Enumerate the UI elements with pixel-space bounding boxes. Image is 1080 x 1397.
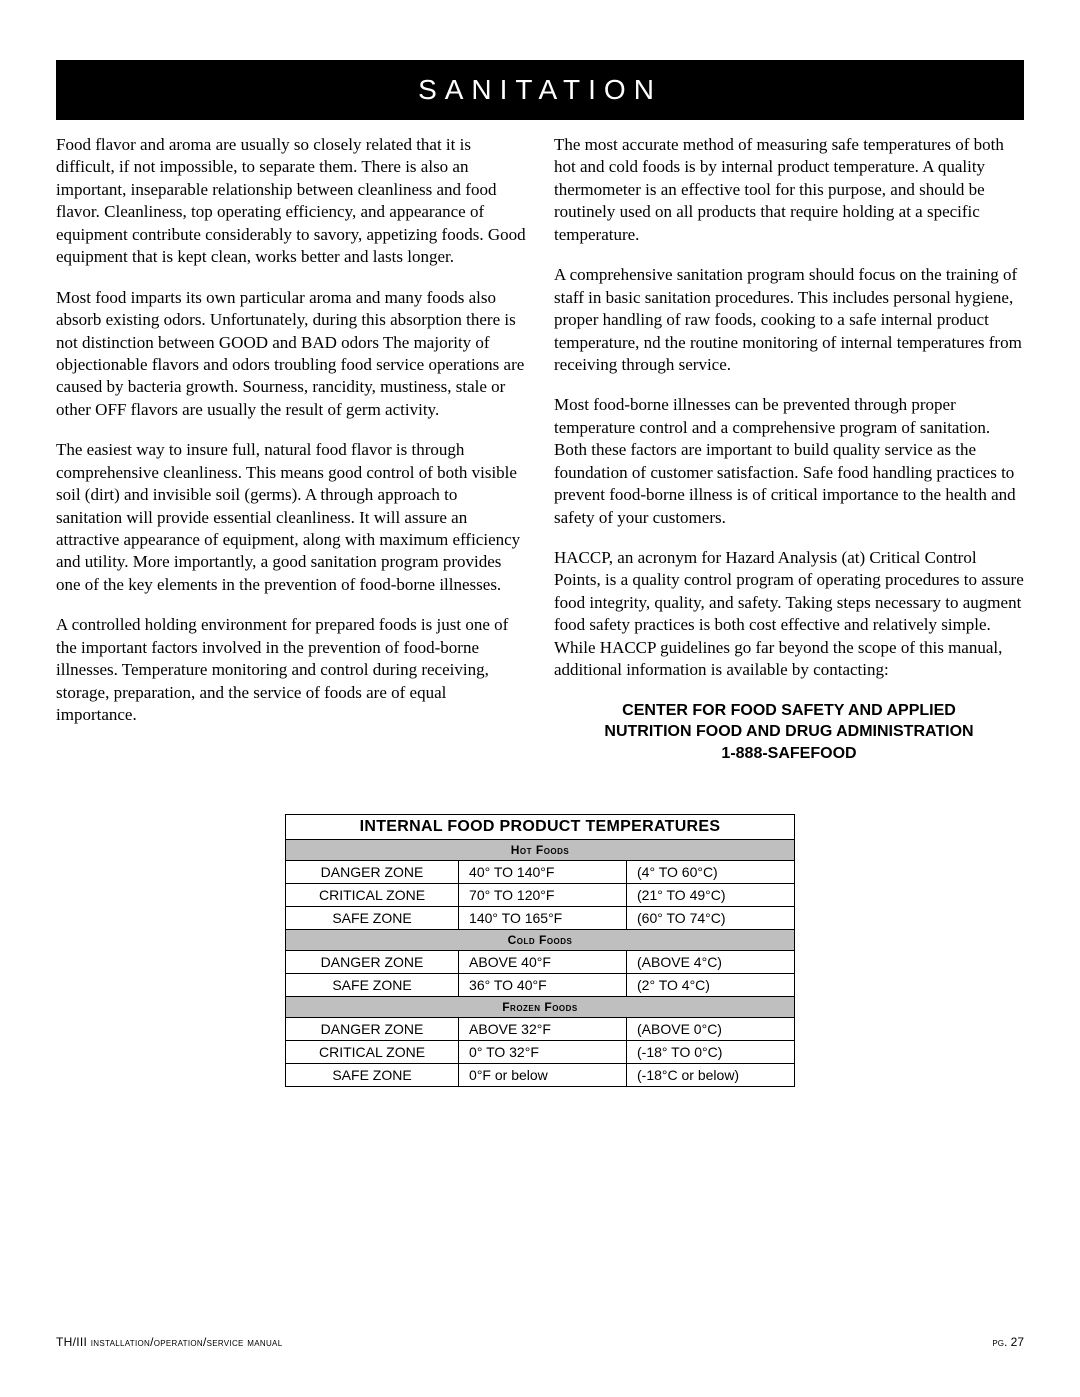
temperature-table: INTERNAL FOOD PRODUCT TEMPERATURESHot Fo… <box>285 814 795 1087</box>
fahrenheit-cell: ABOVE 40°F <box>459 951 627 974</box>
footer-manual-label: installation/operation/service manual <box>91 1335 283 1349</box>
table-section-header: Cold Foods <box>286 930 795 951</box>
fahrenheit-cell: 140° TO 165°F <box>459 907 627 930</box>
footer-left: TH/III installation/operation/service ma… <box>56 1335 282 1349</box>
paragraph: A comprehensive sanitation program shoul… <box>554 264 1024 376</box>
fahrenheit-cell: ABOVE 32°F <box>459 1018 627 1041</box>
paragraph: The easiest way to insure full, natural … <box>56 439 526 596</box>
right-column: The most accurate method of measuring sa… <box>554 134 1024 764</box>
paragraph: Food flavor and aroma are usually so clo… <box>56 134 526 269</box>
table-row: DANGER ZONEABOVE 40°F(ABOVE 4°C) <box>286 951 795 974</box>
zone-cell: DANGER ZONE <box>286 861 459 884</box>
paragraph: A controlled holding environment for pre… <box>56 614 526 726</box>
celsius-cell: (ABOVE 0°C) <box>627 1018 795 1041</box>
footer-prefix: TH/III <box>56 1335 91 1349</box>
table-row: SAFE ZONE36° TO 40°F(2° TO 4°C) <box>286 974 795 997</box>
table-row: DANGER ZONEABOVE 32°F(ABOVE 0°C) <box>286 1018 795 1041</box>
paragraph: Most food imparts its own particular aro… <box>56 287 526 422</box>
fahrenheit-cell: 0°F or below <box>459 1064 627 1087</box>
celsius-cell: (ABOVE 4°C) <box>627 951 795 974</box>
contact-block: CENTER FOR FOOD SAFETY AND APPLIED NUTRI… <box>554 700 1024 765</box>
celsius-cell: (-18°C or below) <box>627 1064 795 1087</box>
temperature-table-wrap: INTERNAL FOOD PRODUCT TEMPERATURESHot Fo… <box>56 814 1024 1087</box>
zone-cell: CRITICAL ZONE <box>286 1041 459 1064</box>
fahrenheit-cell: 70° TO 120°F <box>459 884 627 907</box>
table-row: SAFE ZONE140° TO 165°F(60° TO 74°C) <box>286 907 795 930</box>
zone-cell: DANGER ZONE <box>286 951 459 974</box>
table-row: CRITICAL ZONE70° TO 120°F(21° TO 49°C) <box>286 884 795 907</box>
table-row: CRITICAL ZONE0° TO 32°F(-18° TO 0°C) <box>286 1041 795 1064</box>
paragraph: Most food-borne illnesses can be prevent… <box>554 394 1024 529</box>
paragraph: HACCP, an acronym for Hazard Analysis (a… <box>554 547 1024 682</box>
page-header: SANITATION <box>56 60 1024 120</box>
zone-cell: SAFE ZONE <box>286 1064 459 1087</box>
table-title: INTERNAL FOOD PRODUCT TEMPERATURES <box>286 815 795 840</box>
body-columns: Food flavor and aroma are usually so clo… <box>56 134 1024 764</box>
zone-cell: DANGER ZONE <box>286 1018 459 1041</box>
paragraph: The most accurate method of measuring sa… <box>554 134 1024 246</box>
fahrenheit-cell: 0° TO 32°F <box>459 1041 627 1064</box>
table-section-header: Frozen Foods <box>286 997 795 1018</box>
page-title: SANITATION <box>418 74 662 105</box>
celsius-cell: (-18° TO 0°C) <box>627 1041 795 1064</box>
table-row: DANGER ZONE40° TO 140°F(4° TO 60°C) <box>286 861 795 884</box>
zone-cell: SAFE ZONE <box>286 974 459 997</box>
contact-line: 1-888-SAFEFOOD <box>554 743 1024 765</box>
contact-line: CENTER FOR FOOD SAFETY AND APPLIED <box>554 700 1024 722</box>
footer-page-number: pg. 27 <box>992 1335 1024 1349</box>
celsius-cell: (21° TO 49°C) <box>627 884 795 907</box>
page-footer: TH/III installation/operation/service ma… <box>56 1335 1024 1349</box>
celsius-cell: (4° TO 60°C) <box>627 861 795 884</box>
left-column: Food flavor and aroma are usually so clo… <box>56 134 526 764</box>
contact-line: NUTRITION FOOD AND DRUG ADMINISTRATION <box>554 721 1024 743</box>
celsius-cell: (2° TO 4°C) <box>627 974 795 997</box>
table-row: SAFE ZONE0°F or below(-18°C or below) <box>286 1064 795 1087</box>
zone-cell: CRITICAL ZONE <box>286 884 459 907</box>
fahrenheit-cell: 40° TO 140°F <box>459 861 627 884</box>
fahrenheit-cell: 36° TO 40°F <box>459 974 627 997</box>
table-section-header: Hot Foods <box>286 840 795 861</box>
zone-cell: SAFE ZONE <box>286 907 459 930</box>
celsius-cell: (60° TO 74°C) <box>627 907 795 930</box>
